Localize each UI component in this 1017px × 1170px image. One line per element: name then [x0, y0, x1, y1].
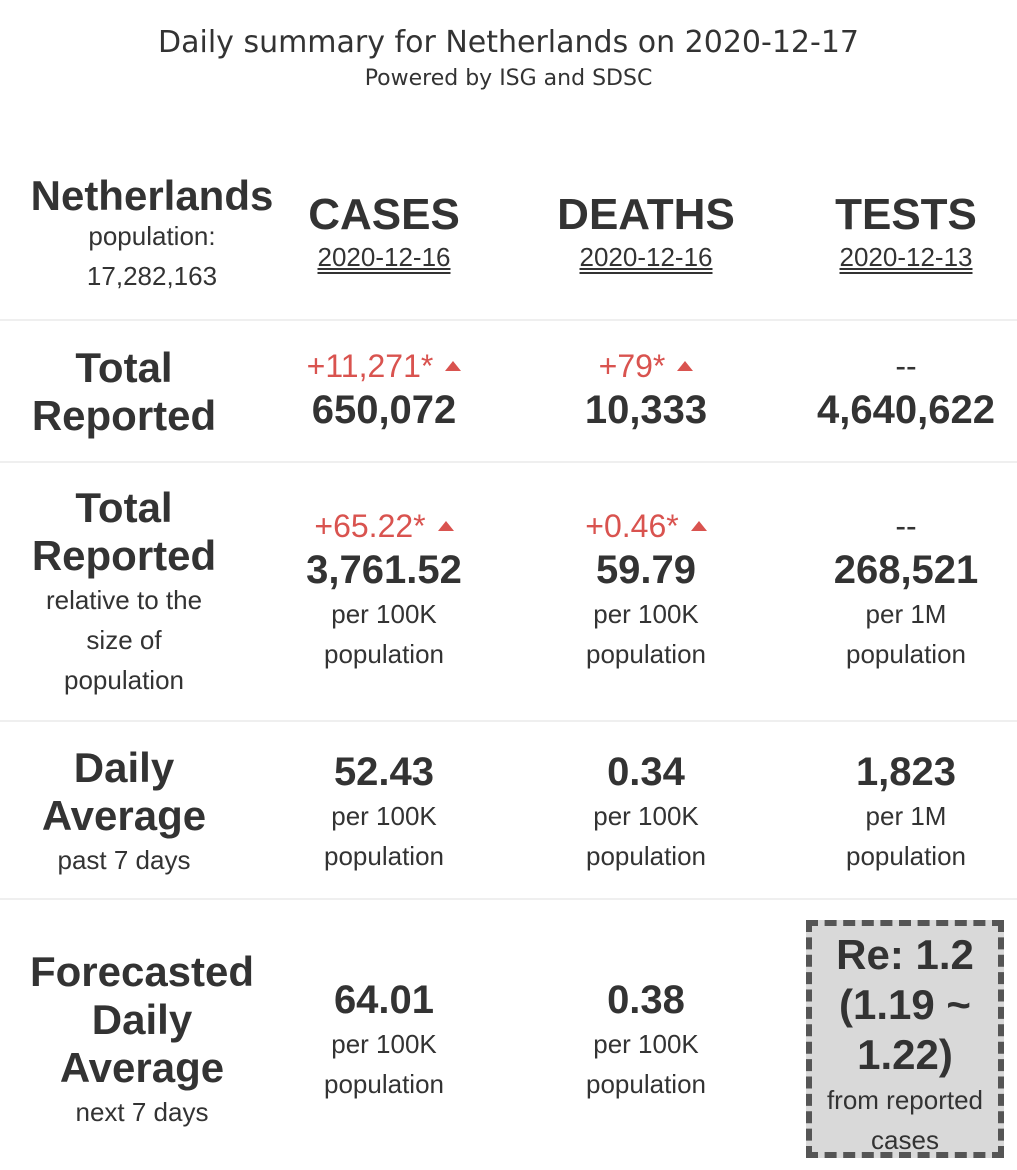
forecast-label: Forecasted Daily Average next 7 days [14, 948, 270, 1132]
deaths-label: DEATHS [557, 190, 735, 239]
daily-average-label: Daily Average past 7 days [14, 744, 234, 880]
unit-label: per 100K [331, 599, 437, 629]
relative-label: Total Reported relative to the size of p… [14, 484, 234, 700]
row-label-line: Daily [73, 744, 175, 791]
total-tests-delta: -- [895, 348, 917, 384]
unit-label: population [846, 841, 966, 871]
row-label-line: Average [59, 1044, 225, 1091]
region-header: Netherlands population: 17,282,163 [14, 172, 290, 296]
total-tests-value: 4,640,622 [817, 388, 995, 432]
relative-deaths-value: 59.79 [595, 548, 697, 592]
total-cases-cell: +11,271* 650,072 [284, 348, 484, 434]
row-sublabel: size of [86, 625, 162, 655]
unit-label: per 1M [865, 801, 947, 831]
population-label: population: [88, 221, 216, 251]
total-tests-cell: -- 4,640,622 [800, 348, 1012, 434]
row-label-line: Total [75, 484, 173, 531]
cases-date[interactable]: 2020-12-16 [317, 242, 451, 272]
relative-cases-cell: +65.22* 3,761.52 per 100K population [284, 508, 484, 674]
row-label-line: Reported [31, 532, 217, 579]
row-divider [0, 461, 1017, 463]
unit-label: per 1M [865, 599, 947, 629]
row-divider [0, 898, 1017, 900]
unit-label: population [324, 1069, 444, 1099]
unit-label: population [846, 639, 966, 669]
delta-text: +65.22* [314, 508, 426, 544]
row-label-line: Daily [91, 996, 193, 1043]
total-deaths-cell: +79* 10,333 [546, 348, 746, 434]
re-estimate-box: Re: 1.2 (1.19 ~ 1.22) from reported case… [806, 920, 1004, 1158]
daily-tests-cell: 1,823 per 1M population [800, 748, 1012, 876]
unit-label: per 100K [331, 1029, 437, 1059]
unit-label: population [324, 841, 444, 871]
increase-arrow-icon [437, 521, 454, 531]
increase-arrow-icon [690, 521, 707, 531]
unit-label: per 100K [593, 599, 699, 629]
unit-label: population [586, 841, 706, 871]
delta-text: +0.46* [585, 508, 679, 544]
relative-cases-value: 3,761.52 [306, 548, 462, 592]
page-title: Daily summary for Netherlands on 2020-12… [158, 25, 859, 60]
tests-date[interactable]: 2020-12-13 [839, 242, 973, 272]
unit-label: per 100K [593, 801, 699, 831]
daily-cases-value: 52.43 [333, 750, 435, 794]
forecast-deaths-cell: 0.38 per 100K population [546, 976, 746, 1104]
increase-arrow-icon [445, 361, 462, 371]
row-label-line: Total [75, 344, 173, 391]
unit-label: per 100K [593, 1029, 699, 1059]
delta-text: +11,271* [306, 348, 434, 384]
relative-tests-value: 268,521 [833, 548, 979, 592]
unit-label: population [324, 639, 444, 669]
row-sublabel: next 7 days [75, 1097, 209, 1127]
relative-deaths-cell: +0.46* 59.79 per 100K population [546, 508, 746, 674]
row-divider [0, 720, 1017, 722]
total-deaths-value: 10,333 [584, 388, 708, 432]
region-name: Netherlands [30, 172, 274, 219]
row-sublabel: relative to the [45, 585, 203, 615]
relative-deaths-delta: +0.46* [585, 508, 707, 544]
total-cases-value: 650,072 [311, 388, 457, 432]
row-divider [0, 319, 1017, 321]
delta-text: +79* [598, 348, 666, 384]
relative-cases-delta: +65.22* [314, 508, 454, 544]
forecast-deaths-value: 0.38 [607, 978, 685, 1022]
unit-label: population [586, 639, 706, 669]
total-cases-delta: +11,271* [307, 348, 462, 384]
row-sublabel: past 7 days [57, 845, 191, 875]
page-subtitle: Powered by ISG and SDSC [364, 66, 653, 91]
row-label-line: Forecasted [29, 948, 255, 995]
daily-deaths-cell: 0.34 per 100K population [546, 748, 746, 876]
daily-deaths-value: 0.34 [607, 750, 685, 794]
relative-tests-cell: -- 268,521 per 1M population [800, 508, 1012, 674]
cases-label: CASES [308, 190, 460, 239]
re-source-note: cases [871, 1125, 939, 1155]
unit-label: per 100K [331, 801, 437, 831]
population-value: 17,282,163 [86, 261, 218, 291]
deaths-date[interactable]: 2020-12-16 [579, 242, 713, 272]
re-source-note: from reported [826, 1085, 984, 1115]
cases-column-header: CASES 2020-12-16 [284, 190, 484, 272]
forecast-cases-cell: 64.01 per 100K population [284, 976, 484, 1104]
increase-arrow-icon [677, 361, 694, 371]
total-reported-label: Total Reported [14, 344, 234, 440]
daily-tests-value: 1,823 [855, 750, 957, 794]
total-deaths-delta: +79* [599, 348, 694, 384]
daily-cases-cell: 52.43 per 100K population [284, 748, 484, 876]
unit-label: population [586, 1069, 706, 1099]
relative-tests-delta: -- [895, 508, 917, 544]
row-label-line: Reported [31, 392, 217, 439]
re-range-line: 1.22) [857, 1031, 953, 1078]
row-sublabel: population [64, 665, 184, 695]
tests-column-header: TESTS 2020-12-13 [800, 190, 1012, 272]
re-range-line: (1.19 ~ [839, 981, 971, 1028]
row-label-line: Average [41, 792, 207, 839]
re-value: Re: 1.2 [836, 931, 974, 978]
forecast-cases-value: 64.01 [333, 978, 435, 1022]
deaths-column-header: DEATHS 2020-12-16 [526, 190, 766, 272]
tests-label: TESTS [835, 190, 977, 239]
